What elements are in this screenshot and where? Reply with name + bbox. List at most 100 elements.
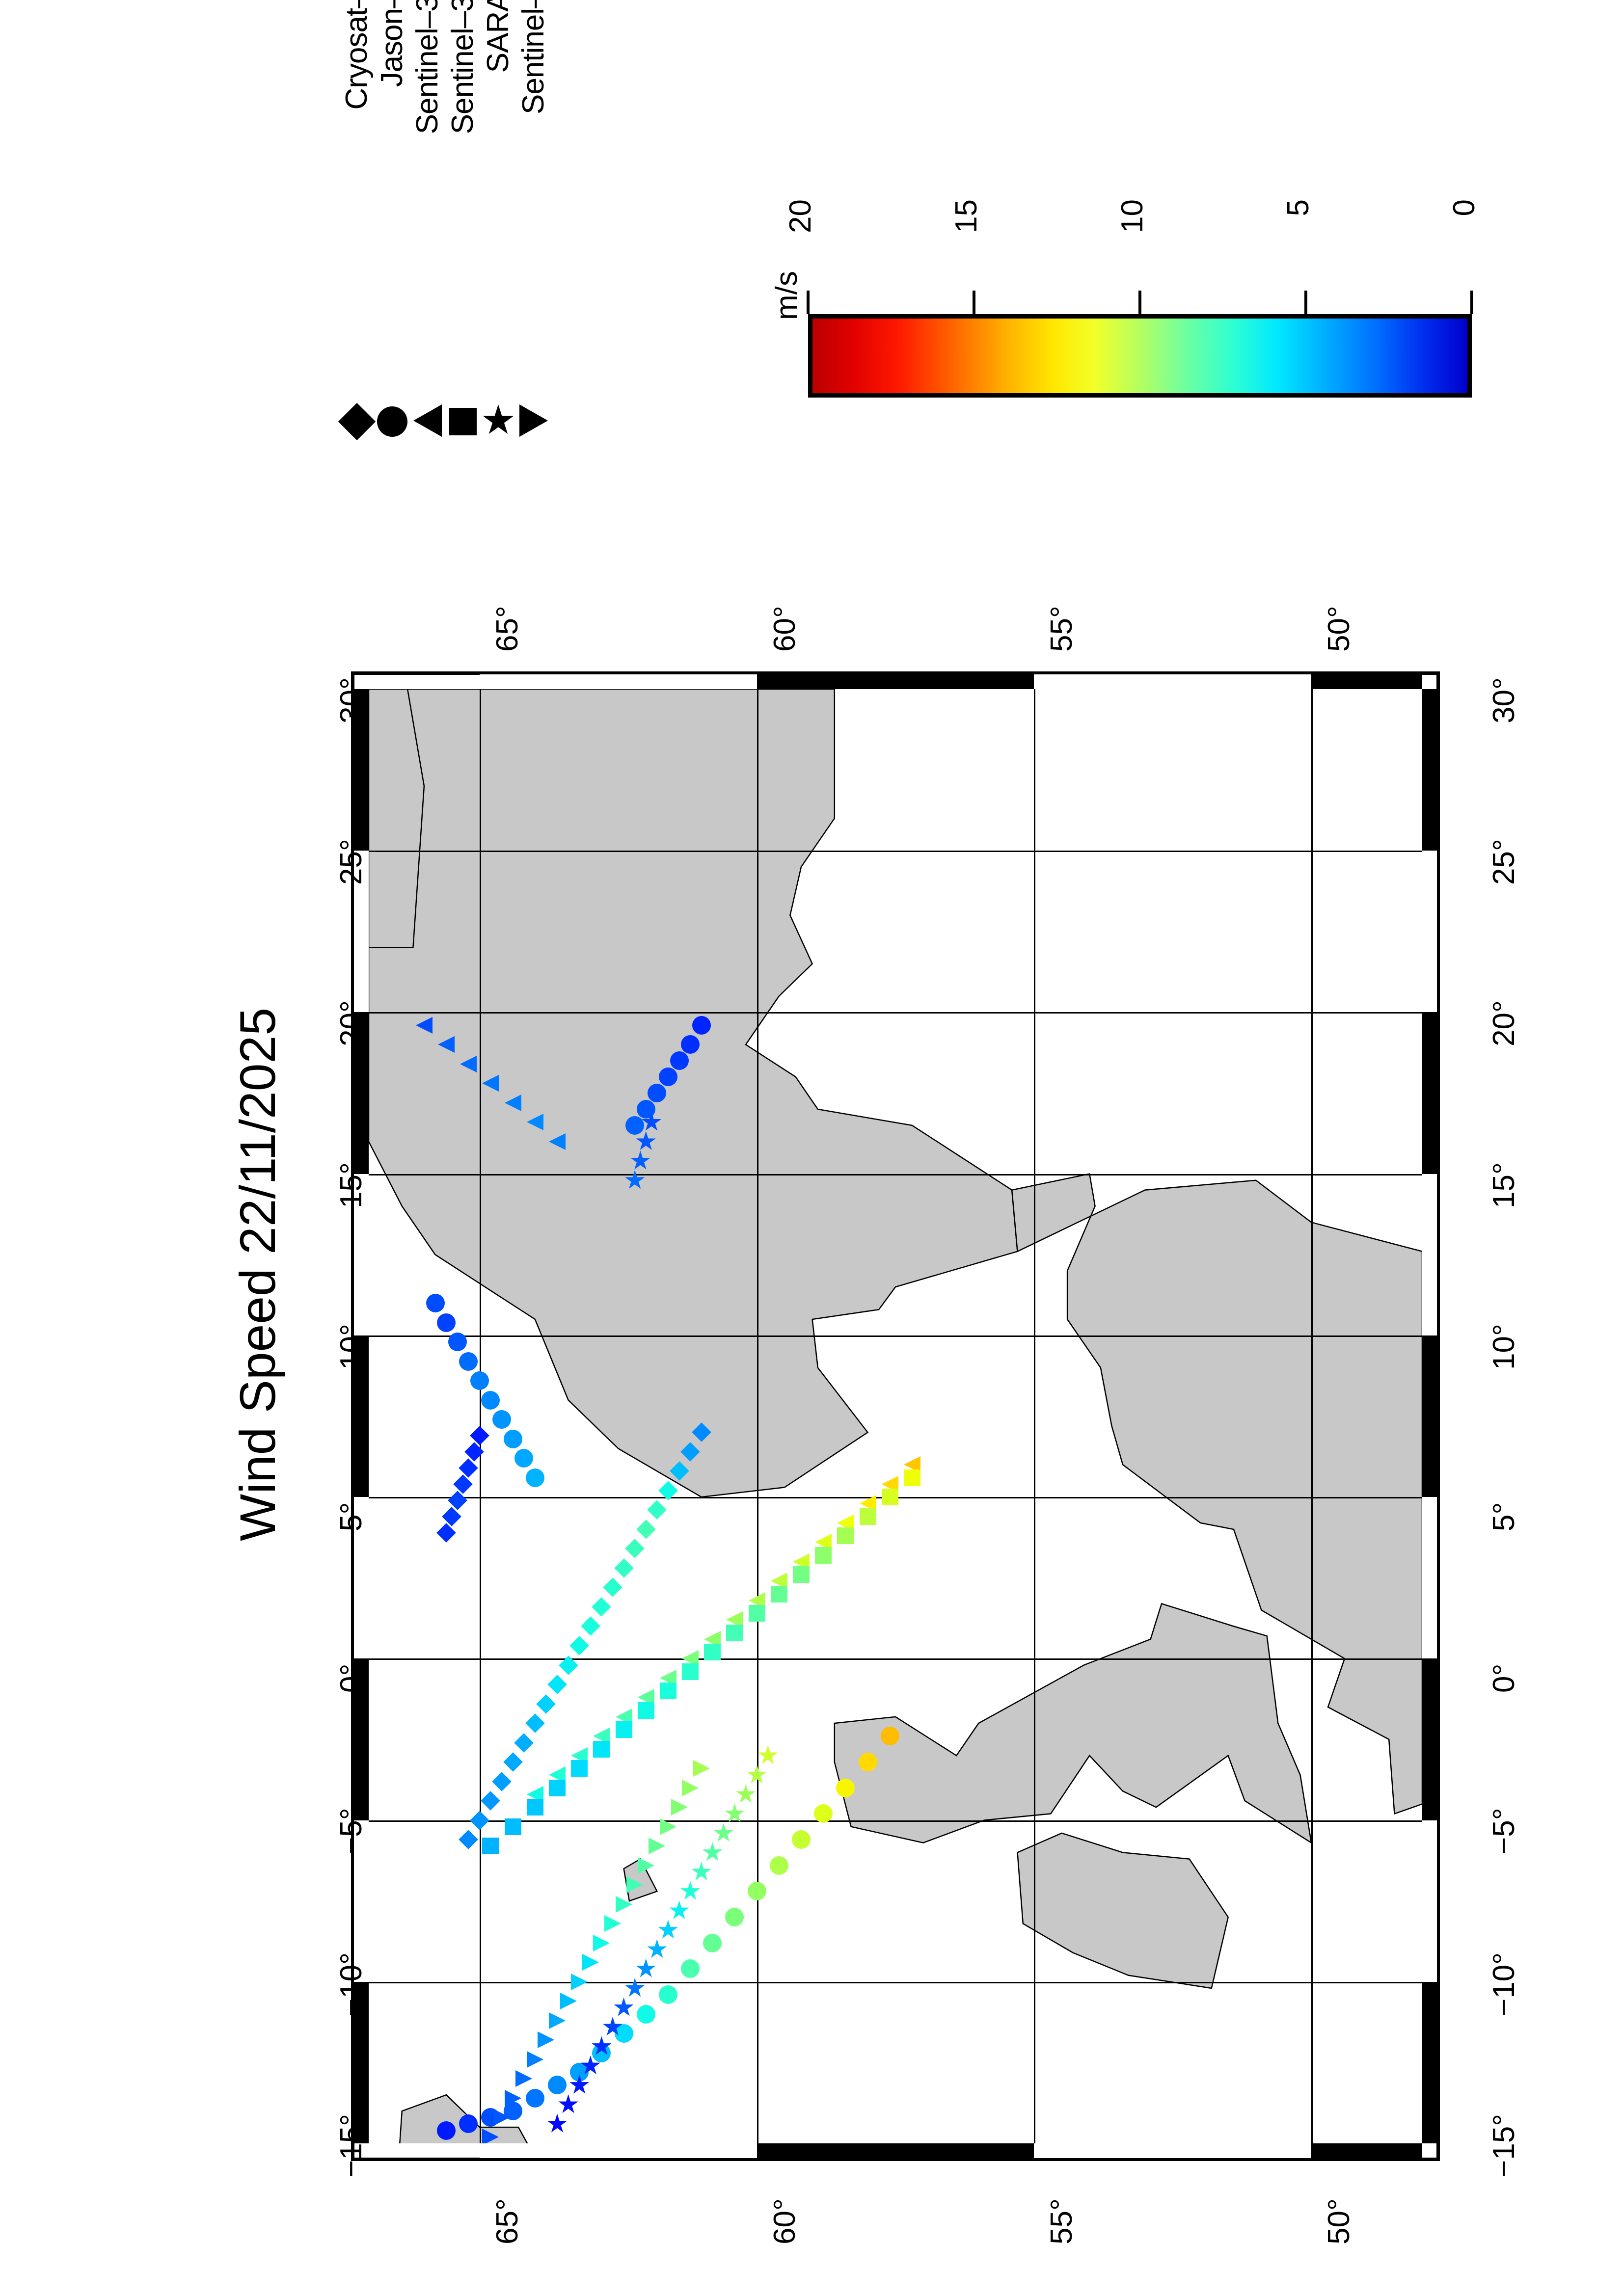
legend-item-label: Cryosat–2 (340, 0, 374, 110)
axis-label-longitude: 0° (334, 1664, 368, 1693)
triangle-right-glyph (519, 404, 548, 437)
data-marker (481, 1390, 500, 1410)
star-icon (483, 404, 514, 437)
data-marker (859, 1508, 876, 1525)
gridline-latitude (479, 689, 481, 2143)
gridline-latitude (1034, 689, 1036, 2143)
data-marker (415, 1016, 433, 1034)
map-canvas (369, 689, 1422, 2143)
frame-band (1422, 689, 1437, 851)
data-marker (615, 1721, 632, 1738)
legend-item-label: Sentinel–6 (516, 0, 550, 115)
data-marker (682, 1663, 699, 1680)
colorbar-tick-label: 0 (1447, 199, 1481, 216)
gridline-latitude (1311, 689, 1313, 2143)
axis-label-longitude: −15° (334, 2114, 368, 2178)
data-marker (670, 1051, 689, 1070)
axis-label-longitude: 10° (1487, 1324, 1521, 1370)
frame-band (1422, 1497, 1437, 1659)
axis-label-latitude: 50° (1322, 2198, 1356, 2244)
data-marker (514, 1449, 534, 1468)
axis-label-latitude: 65° (490, 2198, 524, 2244)
axis-label-latitude: 60° (767, 2198, 802, 2244)
data-marker (459, 1352, 478, 1371)
data-marker (470, 1371, 489, 1390)
data-marker (648, 1084, 667, 1103)
frame-band (354, 1820, 369, 1982)
data-marker (504, 1818, 521, 1835)
frame-band (1311, 2143, 1422, 2158)
data-marker (748, 1605, 765, 1622)
axis-label-latitude: 60° (767, 606, 802, 652)
gridline-longitude (369, 1012, 1422, 1014)
data-marker (526, 1799, 543, 1816)
triangle-left-icon (412, 404, 443, 437)
data-marker (549, 2012, 566, 2029)
circle-glyph (377, 406, 407, 437)
data-marker (503, 1429, 522, 1448)
axis-label-longitude: 25° (1487, 839, 1521, 885)
frame-band (1422, 1981, 1437, 2143)
data-marker (703, 1933, 722, 1952)
frame-band (354, 1335, 369, 1497)
land-europe (1011, 1173, 1422, 1815)
data-marker (792, 1566, 810, 1583)
frame-band (1034, 2143, 1312, 2158)
frame-band (354, 689, 369, 851)
data-marker (560, 1993, 577, 2010)
diamond-icon (338, 402, 376, 441)
axis-label-longitude: 5° (1487, 1502, 1521, 1532)
axis-label-longitude: 10° (334, 1324, 368, 1370)
data-marker (504, 1094, 521, 1111)
axis-label-longitude: 25° (334, 839, 368, 885)
data-marker (604, 1915, 621, 1932)
axis-label-longitude: −15° (1487, 2114, 1521, 2178)
page-title: Wind Speed 22/11/2025 (230, 1008, 286, 1541)
data-marker (548, 2076, 567, 2095)
data-marker (837, 1527, 854, 1545)
legend-item-label: SARAL (481, 0, 515, 73)
map-frame (351, 671, 1440, 2161)
data-marker (493, 2109, 511, 2126)
data-marker (525, 2088, 544, 2108)
square-glyph (449, 408, 477, 435)
diamond-glyph (338, 402, 376, 441)
colorbar-tick (807, 291, 810, 314)
data-marker (692, 1015, 711, 1035)
axis-label-longitude: 20° (1487, 1000, 1521, 1047)
axis-label-longitude: 30° (1487, 677, 1521, 723)
data-marker (704, 1644, 721, 1661)
frame-band (1422, 1335, 1437, 1497)
data-marker (571, 1973, 588, 1990)
axis-label-longitude: −5° (1487, 1808, 1521, 1855)
axis-label-longitude: 0° (1487, 1664, 1521, 1693)
axis-label-longitude: 5° (334, 1502, 368, 1532)
data-marker (438, 1036, 455, 1053)
colorbar-tick-label: 20 (784, 199, 817, 233)
legend-item-sentinel-3a: Sentinel–3A (409, 0, 446, 437)
axis-label-longitude: 20° (334, 1000, 368, 1047)
frame-band (1311, 674, 1422, 689)
data-marker (526, 2051, 543, 2068)
data-marker (903, 1469, 920, 1486)
map-panel: −15° −15° −10° −10° −5° −5° 0° 0° 5° 5° 10° 10° 15° 1… (334, 606, 1521, 2244)
frame-band (757, 2143, 1034, 2158)
data-marker (549, 1779, 566, 1796)
data-marker (791, 1830, 811, 1849)
frame-band (1034, 674, 1312, 689)
colorbar-tick (973, 291, 975, 314)
frame-band (354, 1658, 369, 1820)
frame-band (1422, 1820, 1437, 1982)
data-marker (659, 1818, 676, 1835)
axis-label-latitude: 50° (1322, 606, 1356, 652)
colorbar-tick-label: 5 (1281, 199, 1315, 216)
data-marker (681, 1959, 700, 1978)
axis-label-latitude: 55° (1045, 606, 1079, 652)
legend-item-sentinel-6: Sentinel–6 (515, 0, 552, 437)
colorbar-tick-label: 10 (1115, 199, 1149, 233)
legend-item-label: Sentinel–3B (446, 0, 480, 134)
data-marker (492, 1410, 512, 1429)
data-marker (571, 1760, 588, 1777)
legend-item-cryosat-2: Cryosat–2 (338, 0, 376, 441)
data-marker (459, 2114, 478, 2134)
